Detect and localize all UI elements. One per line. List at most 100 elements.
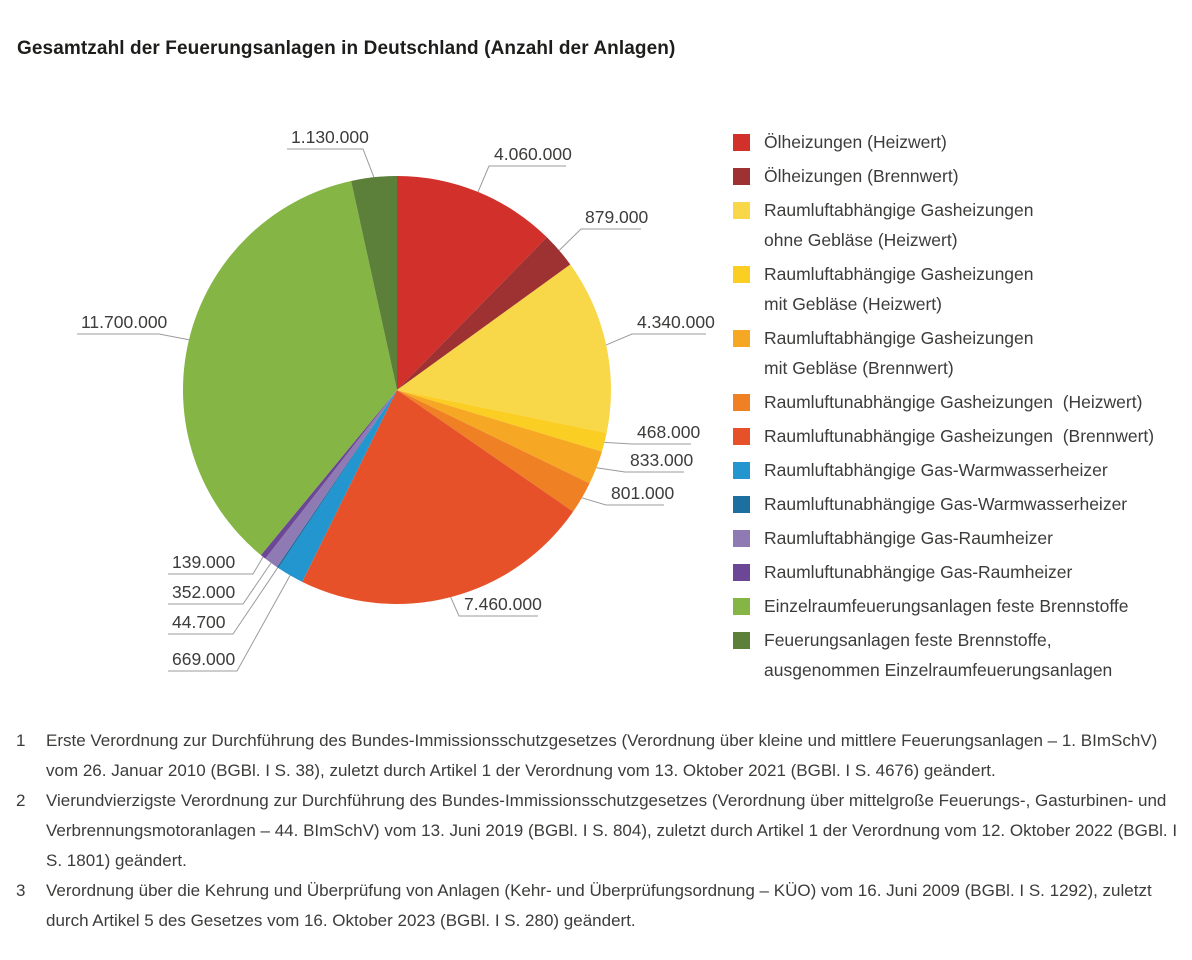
- legend-label-line: ohne Gebläse (Heizwert): [764, 230, 958, 250]
- footnote: 3 Verordnung über die Kehrung und Überprü…: [16, 876, 1178, 936]
- footnote: 1 Erste Verordnung zur Durchführung des B…: [16, 726, 1178, 786]
- legend-item: Ölheizungen (Brennwert): [733, 161, 1191, 191]
- pie-slice-11: [183, 180, 397, 556]
- footnote-text: Erste Verordnung zur Durchführung des Bu…: [46, 731, 1158, 780]
- pie-slice-8: [276, 390, 397, 569]
- legend-label-line: Raumluftabhängige Gas-Raumheizer: [764, 528, 1053, 548]
- legend-label-line: Raumluftabhängige Gas-Warmwasserheizer: [764, 460, 1108, 480]
- legend-swatch: [733, 564, 750, 581]
- slice-value-label: 1.130.000: [291, 127, 369, 147]
- legend-item: Raumluftunabhängige Gas-Raumheizer: [733, 557, 1191, 587]
- slice-value-label: 801.000: [611, 483, 675, 503]
- legend-item: Raumluftabhängige Gas-Warmwasserheizer: [733, 455, 1191, 485]
- legend-label: Raumluftunabhängige Gasheizungen (Heizwe…: [764, 387, 1142, 417]
- pie-slice-1: [397, 237, 571, 390]
- legend-label: Raumluftabhängige Gasheizungen mit Gebläs…: [764, 259, 1034, 319]
- footnote-number: 3: [16, 881, 26, 900]
- pie-chart: 4.060.000 879.000 4.340.000 468.000 833.000 8…: [77, 127, 715, 672]
- footnote-number: 2: [16, 791, 26, 810]
- leader-line: [606, 333, 706, 346]
- footnote-number: 1: [16, 731, 26, 750]
- legend-label: Ölheizungen (Brennwert): [764, 161, 959, 191]
- legend-item: Feuerungsanlagen feste Brennstoffe, ausge…: [733, 625, 1191, 685]
- pie-slice-12: [351, 176, 397, 390]
- chart-legend: Ölheizungen (Heizwert) Ölheizungen (Brenn…: [733, 127, 1191, 689]
- legend-label-line: Raumluftunabhängige Gasheizungen (Brennw…: [764, 426, 1155, 446]
- footnote-text: Verordnung über die Kehrung und Überprüf…: [46, 881, 1152, 930]
- leader-line: [604, 441, 691, 445]
- legend-swatch: [733, 202, 750, 219]
- legend-label-line: ausgenommen Einzelraumfeuerungsanlagen: [764, 660, 1113, 680]
- slice-value-label: 352.000: [172, 582, 236, 602]
- slice-value-label: 11.700.000: [81, 312, 168, 332]
- footnote-text: Vierundvierzigste Verordnung zur Durchfü…: [46, 791, 1178, 870]
- legend-swatch: [733, 330, 750, 347]
- leader-line: [581, 497, 664, 506]
- leader-line: [168, 556, 264, 575]
- leader-line: [168, 562, 272, 605]
- slice-value-label: 879.000: [585, 207, 649, 227]
- leader-line: [168, 567, 279, 635]
- legend-swatch: [733, 168, 750, 185]
- pie-slice-4: [397, 390, 602, 484]
- pie-slice-6: [302, 390, 574, 605]
- legend-label: Einzelraumfeuerungsanlagen feste Brennst…: [764, 591, 1129, 621]
- legend-item: Ölheizungen (Heizwert): [733, 127, 1191, 157]
- pie-slice-0: [397, 176, 547, 390]
- pie-slice-7: [278, 390, 397, 582]
- legend-item: Einzelraumfeuerungsanlagen feste Brennst…: [733, 591, 1191, 621]
- legend-label: Raumluftabhängige Gas-Raumheizer: [764, 523, 1053, 553]
- legend-item: Raumluftunabhängige Gasheizungen (Heizwe…: [733, 387, 1191, 417]
- legend-label: Feuerungsanlagen feste Brennstoffe, ausge…: [764, 625, 1112, 685]
- slice-value-label: 44.700: [172, 612, 226, 632]
- leader-line: [287, 148, 375, 178]
- legend-label: Raumluftabhängige Gasheizungen mit Gebläs…: [764, 323, 1034, 383]
- slice-value-label: 833.000: [630, 450, 694, 470]
- legend-label: Ölheizungen (Heizwert): [764, 127, 947, 157]
- leader-line: [477, 165, 566, 193]
- legend-label-line: Feuerungsanlagen feste Brennstoffe,: [764, 630, 1052, 650]
- slice-value-label: 139.000: [172, 552, 236, 572]
- slice-value-label: 4.340.000: [637, 312, 715, 332]
- legend-label: Raumluftabhängige Gasheizungen ohne Geblä…: [764, 195, 1034, 255]
- legend-swatch: [733, 394, 750, 411]
- slice-value-label: 4.060.000: [494, 144, 572, 164]
- legend-item: Raumluftunabhängige Gas-Warmwasserheizer: [733, 489, 1191, 519]
- legend-swatch: [733, 462, 750, 479]
- legend-label: Raumluftabhängige Gas-Warmwasserheizer: [764, 455, 1108, 485]
- legend-item: Raumluftabhängige Gasheizungen mit Gebläs…: [733, 323, 1191, 383]
- footnotes: 1 Erste Verordnung zur Durchführung des B…: [16, 726, 1178, 936]
- pie-slice-5: [397, 390, 590, 512]
- legend-swatch: [733, 598, 750, 615]
- legend-label-line: Raumluftunabhängige Gas-Raumheizer: [764, 562, 1073, 582]
- legend-label-line: mit Gebläse (Brennwert): [764, 358, 954, 378]
- legend-swatch: [733, 134, 750, 151]
- slice-value-label: 468.000: [637, 422, 701, 442]
- legend-label-line: Raumluftabhängige Gasheizungen: [764, 264, 1034, 284]
- chart-title: Gesamtzahl der Feuerungsanlagen in Deuts…: [17, 38, 676, 59]
- legend-swatch: [733, 496, 750, 513]
- legend-label-line: Ölheizungen (Brennwert): [764, 166, 959, 186]
- legend-label-line: Raumluftunabhängige Gasheizungen (Heizwe…: [764, 392, 1143, 412]
- leader-line: [558, 228, 641, 251]
- legend-swatch: [733, 266, 750, 283]
- legend-label: Raumluftunabhängige Gas-Warmwasserheizer: [764, 489, 1127, 519]
- leader-line: [450, 596, 538, 617]
- legend-label-line: mit Gebläse (Heizwert): [764, 294, 942, 314]
- pie-slice-10: [260, 390, 397, 559]
- legend-swatch: [733, 530, 750, 547]
- legend-label-line: Raumluftunabhängige Gas-Warmwasserheizer: [764, 494, 1128, 514]
- legend-label-line: Raumluftabhängige Gasheizungen: [764, 200, 1034, 220]
- legend-label-line: Einzelraumfeuerungsanlagen feste Brennst…: [764, 596, 1129, 616]
- legend-label-line: Ölheizungen (Heizwert): [764, 132, 947, 152]
- legend-label-line: Raumluftabhängige Gasheizungen: [764, 328, 1034, 348]
- footnote: 2 Vierundvierzigste Verordnung zur Durchf…: [16, 786, 1178, 876]
- leader-line: [77, 333, 190, 341]
- legend-label: Raumluftunabhängige Gas-Raumheizer: [764, 557, 1072, 587]
- pie-slice-9: [265, 390, 397, 568]
- pie-slice-2: [397, 264, 611, 434]
- slice-value-label: 669.000: [172, 649, 236, 669]
- legend-item: Raumluftabhängige Gasheizungen ohne Geblä…: [733, 195, 1191, 255]
- slice-value-label: 7.460.000: [464, 594, 542, 614]
- leader-line: [596, 467, 684, 473]
